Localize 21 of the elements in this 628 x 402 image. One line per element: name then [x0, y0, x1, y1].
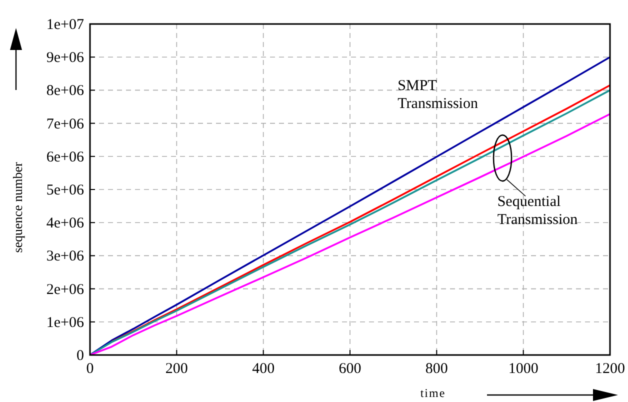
y-tick-label: 1e+07	[46, 17, 84, 33]
x-tick-label: 600	[338, 361, 362, 377]
y-tick-label: 7e+06	[46, 116, 84, 132]
y-tick-label: 3e+06	[46, 248, 84, 265]
y-tick-label: 4e+06	[46, 216, 84, 232]
y-tick-label: 2e+06	[46, 282, 84, 298]
y-axis-title: sequence number	[10, 162, 25, 253]
annotation: Sequential Transmission	[497, 194, 578, 228]
y-tick-label: 9e+06	[46, 50, 84, 66]
y-tick-label: 8e+06	[46, 83, 84, 100]
x-tick-label: 800	[425, 361, 448, 377]
x-tick-label: 1200	[595, 361, 625, 377]
y-tick-label: 5e+06	[46, 182, 84, 198]
x-tick-label: 200	[165, 361, 188, 377]
annotation: SMPT Transmission	[398, 78, 478, 112]
x-tick-label: 400	[252, 361, 275, 377]
y-tick-label: 6e+06	[46, 149, 84, 166]
x-axis-title: time	[420, 386, 446, 400]
x-tick-label: 1000	[508, 361, 538, 377]
y-tick-label: 1e+06	[46, 314, 84, 331]
y-tick-label: 0	[76, 348, 84, 364]
